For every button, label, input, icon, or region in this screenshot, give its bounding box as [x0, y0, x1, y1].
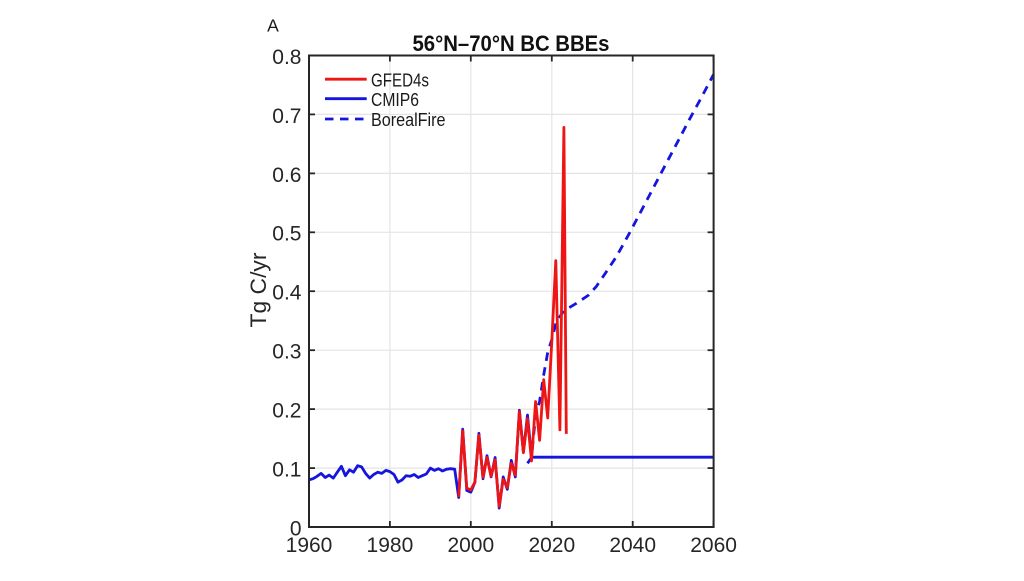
svg-text:BorealFire: BorealFire: [371, 110, 446, 130]
svg-text:Tg C/yr: Tg C/yr: [246, 253, 271, 328]
svg-text:2040: 2040: [609, 534, 656, 557]
svg-text:0.7: 0.7: [272, 105, 301, 128]
svg-text:0: 0: [290, 517, 302, 540]
svg-text:0.5: 0.5: [272, 223, 301, 246]
svg-text:CMIP6: CMIP6: [371, 90, 419, 110]
svg-text:0.2: 0.2: [272, 400, 301, 423]
svg-text:2000: 2000: [447, 534, 494, 557]
svg-text:GFED4s: GFED4s: [371, 70, 429, 90]
svg-text:0.1: 0.1: [272, 459, 301, 482]
svg-text:2020: 2020: [528, 534, 575, 557]
svg-text:0.4: 0.4: [272, 282, 302, 305]
svg-text:0.3: 0.3: [272, 341, 301, 364]
svg-text:0.8: 0.8: [272, 46, 301, 69]
svg-text:1960: 1960: [286, 534, 333, 557]
svg-text:56°N–70°N BC BBEs: 56°N–70°N BC BBEs: [413, 31, 610, 56]
svg-text:0.6: 0.6: [272, 164, 301, 187]
svg-text:1980: 1980: [367, 534, 414, 557]
svg-text:A: A: [267, 16, 279, 36]
svg-text:2060: 2060: [690, 534, 737, 557]
